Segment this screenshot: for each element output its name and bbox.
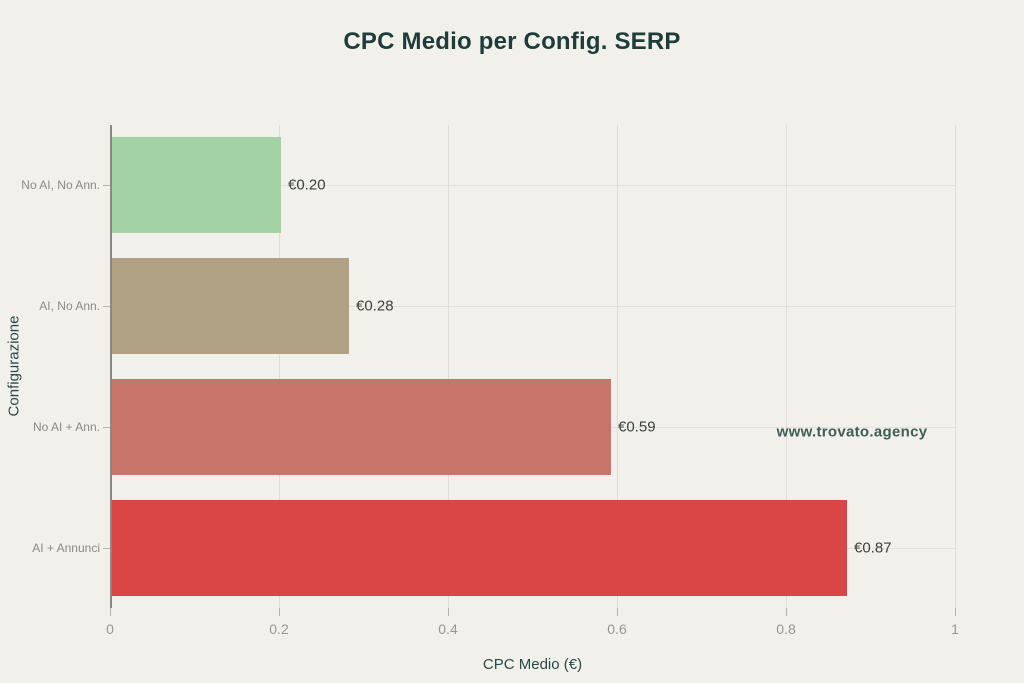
watermark: www.trovato.agency xyxy=(776,423,928,441)
gridline-vertical xyxy=(448,125,449,608)
gridline-horizontal xyxy=(110,185,955,187)
x-tick-mark xyxy=(617,608,618,616)
x-tick-label: 0 xyxy=(106,621,114,637)
x-tick-mark xyxy=(786,608,787,616)
gridline-vertical xyxy=(617,125,618,608)
x-tick-label: 0.6 xyxy=(607,621,627,637)
y-axis-line xyxy=(110,125,112,608)
x-tick-label: 1 xyxy=(951,621,959,637)
bar-no-ai-ann xyxy=(112,379,611,475)
x-axis-title: CPC Medio (€) xyxy=(482,656,583,673)
x-tick-mark xyxy=(110,608,111,616)
x-tick-mark xyxy=(448,608,449,616)
x-tick-label: 0.4 xyxy=(438,621,458,637)
bar-value-label: €0.59 xyxy=(618,418,656,436)
gridline-horizontal xyxy=(110,306,955,308)
bar-value-label: €0.28 xyxy=(356,297,394,315)
category-label: AI, No Ann. xyxy=(39,299,100,314)
x-axis: 0 0.2 0.4 0.6 0.8 1 xyxy=(106,608,959,648)
bar-ai-annunci xyxy=(112,500,847,596)
x-tick-label: 0.8 xyxy=(776,621,796,637)
category-label: No AI + Ann. xyxy=(32,419,100,434)
bar-value-label: €0.20 xyxy=(288,176,326,194)
gridline-vertical xyxy=(955,125,956,608)
y-tick-mark xyxy=(103,185,110,186)
chart-title: CPC Medio per Config. SERP xyxy=(343,28,681,55)
x-tick-label: 0.2 xyxy=(269,621,289,637)
bar-value-label: €0.87 xyxy=(854,539,892,557)
y-tick-mark xyxy=(103,548,110,549)
y-tick-mark xyxy=(103,306,110,307)
category-label: AI + Annunci xyxy=(32,540,100,555)
x-tick-mark xyxy=(279,608,280,616)
plot-area: €0.20 €0.28 €0.59 €0.87 xyxy=(110,125,956,608)
y-axis-category-labels: No AI, No Ann. AI, No Ann. No AI + Ann. AI … xyxy=(0,125,100,608)
bar-ai-no-ann xyxy=(112,258,349,354)
y-tick-mark xyxy=(103,427,110,428)
bar-no-ai-no-ann xyxy=(112,137,281,233)
gridline-vertical xyxy=(279,125,280,608)
gridline-vertical xyxy=(786,125,787,608)
category-label: No AI, No Ann. xyxy=(21,178,100,193)
x-tick-mark xyxy=(955,608,956,616)
y-axis-tick-marks xyxy=(103,125,110,608)
